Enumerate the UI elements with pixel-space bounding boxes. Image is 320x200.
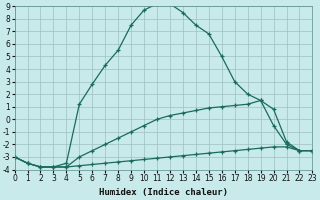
X-axis label: Humidex (Indice chaleur): Humidex (Indice chaleur) [99, 188, 228, 197]
